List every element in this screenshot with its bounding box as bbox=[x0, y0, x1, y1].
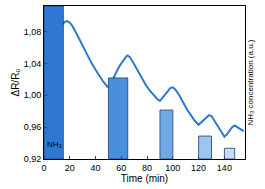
svg-text:0,96: 0,96 bbox=[24, 122, 42, 132]
svg-text:140: 140 bbox=[217, 163, 232, 173]
svg-text:1,04: 1,04 bbox=[24, 59, 42, 69]
svg-text:20: 20 bbox=[65, 163, 75, 173]
svg-text:0: 0 bbox=[41, 163, 46, 173]
svg-text:ΔR/R₀: ΔR/R₀ bbox=[10, 68, 21, 96]
svg-text:100: 100 bbox=[165, 163, 180, 173]
svg-text:60: 60 bbox=[116, 163, 126, 173]
svg-text:Time (min): Time (min) bbox=[121, 173, 168, 184]
svg-text:120: 120 bbox=[191, 163, 206, 173]
svg-text:NH₃: NH₃ bbox=[47, 140, 62, 149]
svg-text:1,08: 1,08 bbox=[24, 27, 42, 37]
svg-text:40: 40 bbox=[91, 163, 101, 173]
svg-text:80: 80 bbox=[142, 163, 152, 173]
svg-text:1,00: 1,00 bbox=[24, 90, 42, 100]
svg-text:0,92: 0,92 bbox=[24, 154, 42, 164]
svg-text:NH₃ concentration (a.u.): NH₃ concentration (a.u.) bbox=[246, 39, 255, 125]
